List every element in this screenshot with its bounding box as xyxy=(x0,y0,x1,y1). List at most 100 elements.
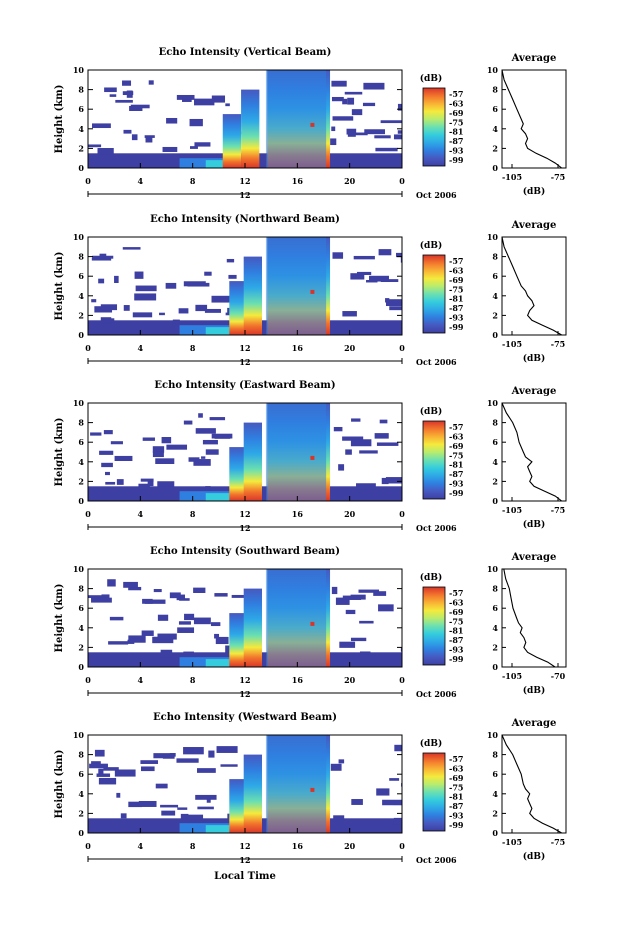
profile-frame xyxy=(501,568,567,668)
colorbar-unit: (dB) xyxy=(420,572,442,583)
echo-patch xyxy=(198,413,203,418)
echo-patch xyxy=(214,633,220,639)
echo-patch xyxy=(346,128,357,135)
colorbar-tick-label: -75 xyxy=(449,117,463,127)
colorbar-tick-label: -69 xyxy=(449,441,464,451)
day-marker: 12 xyxy=(239,190,250,200)
echo-patch xyxy=(342,98,348,105)
echo-patch xyxy=(153,753,172,759)
echo-patch xyxy=(98,777,117,785)
echo-patch xyxy=(338,759,345,764)
echo-patch xyxy=(91,299,97,303)
profile-line xyxy=(501,402,563,502)
colorbar-unit: (dB) xyxy=(420,73,442,84)
profile-x-title: (dB) xyxy=(523,519,545,530)
panel-3: Echo Intensity (Eastward Beam) 0 2 4 6 8 10 Hei… xyxy=(54,380,567,533)
echo-patch xyxy=(394,744,402,752)
y-tick-label: 2 xyxy=(78,476,84,486)
echo-patch xyxy=(148,80,154,85)
echo-patch xyxy=(115,99,133,103)
x-tick-label: 0 xyxy=(399,675,405,685)
echo-patch xyxy=(214,296,221,301)
echo-patch xyxy=(141,630,154,636)
x-tick-label: 8 xyxy=(190,675,196,685)
echo-patch xyxy=(359,450,378,454)
y-tick-label: 8 xyxy=(78,85,84,95)
echo-patch xyxy=(104,87,117,93)
echo-patch xyxy=(356,483,376,490)
panel-5: Echo Intensity (Westward Beam) 0 2 4 6 8 10 Hei… xyxy=(54,712,567,865)
echo-patch xyxy=(122,80,132,86)
colorbar-tick-label: -57 xyxy=(449,588,463,598)
echo-patch xyxy=(114,455,133,462)
x-tick-label: 8 xyxy=(190,343,196,353)
echo-patch xyxy=(397,130,402,134)
echo-patch xyxy=(188,457,200,462)
profile-y-tick-label: 8 xyxy=(492,584,498,594)
echo-patch xyxy=(96,773,111,777)
convective-column xyxy=(243,754,263,833)
x-tick-label: 16 xyxy=(292,675,304,685)
echo-patch xyxy=(190,146,198,149)
x-tick-label: 0 xyxy=(85,509,91,519)
echo-band-bright xyxy=(205,825,239,833)
echo-patch xyxy=(177,627,195,633)
echo-patch xyxy=(152,446,165,453)
echo-patch xyxy=(333,426,343,432)
colorbar-tick-label: -69 xyxy=(449,108,464,118)
echo-patch xyxy=(135,285,157,292)
colorbar-tick-label: -75 xyxy=(449,450,463,460)
profile-title: Average xyxy=(511,386,557,397)
colorbar-tick-label: -69 xyxy=(449,275,464,285)
bright-band-spot xyxy=(310,455,315,460)
echo-patch xyxy=(205,449,219,455)
colorbar xyxy=(422,87,446,167)
profile-y-tick-label: 0 xyxy=(492,828,498,838)
echo-patch xyxy=(153,589,162,593)
echo-patch xyxy=(197,806,214,810)
echo-patch xyxy=(345,609,356,615)
day-marker: 12 xyxy=(239,357,250,367)
colorbar-tick-label: -93 xyxy=(449,811,464,821)
profile-y-tick-label: 2 xyxy=(492,310,498,320)
profile-x-title: (dB) xyxy=(523,685,545,696)
profile-y-tick-label: 0 xyxy=(492,496,498,506)
x-tick-label: 4 xyxy=(138,176,144,186)
echo-patch xyxy=(359,620,374,624)
panel-title: Echo Intensity (Vertical Beam) xyxy=(159,47,332,58)
bright-band-spot xyxy=(310,289,315,294)
echo-patch xyxy=(100,304,118,311)
profile-y-tick-label: 4 xyxy=(492,291,498,301)
echo-patch xyxy=(358,589,380,593)
y-tick-label: 0 xyxy=(78,496,84,506)
echo-patch xyxy=(380,120,402,124)
x-tick-label: 12 xyxy=(239,343,250,353)
colorbar-tick-label: -63 xyxy=(449,597,464,607)
y-tick-label: 10 xyxy=(73,398,85,408)
echo-patch xyxy=(376,788,390,796)
profile-line xyxy=(501,236,562,336)
echo-patch xyxy=(155,458,175,464)
profile-y-tick-label: 8 xyxy=(492,85,498,95)
convective-column xyxy=(229,779,248,833)
echo-patch xyxy=(330,763,342,771)
echo-patch xyxy=(131,134,138,141)
x-tick-label: 0 xyxy=(399,509,405,519)
echo-patch xyxy=(378,249,392,256)
echo-patch xyxy=(350,273,365,280)
colorbar-tick-label: -81 xyxy=(449,626,463,636)
echo-patch xyxy=(374,135,391,139)
x-tick-label: 20 xyxy=(344,176,356,186)
echo-patch xyxy=(116,479,124,485)
x-tick-label: 12 xyxy=(239,176,250,186)
echo-patch xyxy=(176,758,199,763)
echo-patch xyxy=(183,747,204,755)
profile-y-tick-label: 4 xyxy=(492,457,498,467)
echo-patch xyxy=(169,592,181,599)
echo-patch xyxy=(166,444,188,450)
echo-patch xyxy=(144,599,166,604)
echo-patch xyxy=(194,98,215,106)
profile-y-tick-label: 10 xyxy=(487,564,499,574)
echo-patch xyxy=(184,613,195,621)
echo-patch xyxy=(152,451,164,458)
